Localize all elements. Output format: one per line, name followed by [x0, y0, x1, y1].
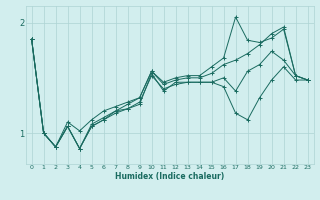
- X-axis label: Humidex (Indice chaleur): Humidex (Indice chaleur): [115, 172, 224, 181]
